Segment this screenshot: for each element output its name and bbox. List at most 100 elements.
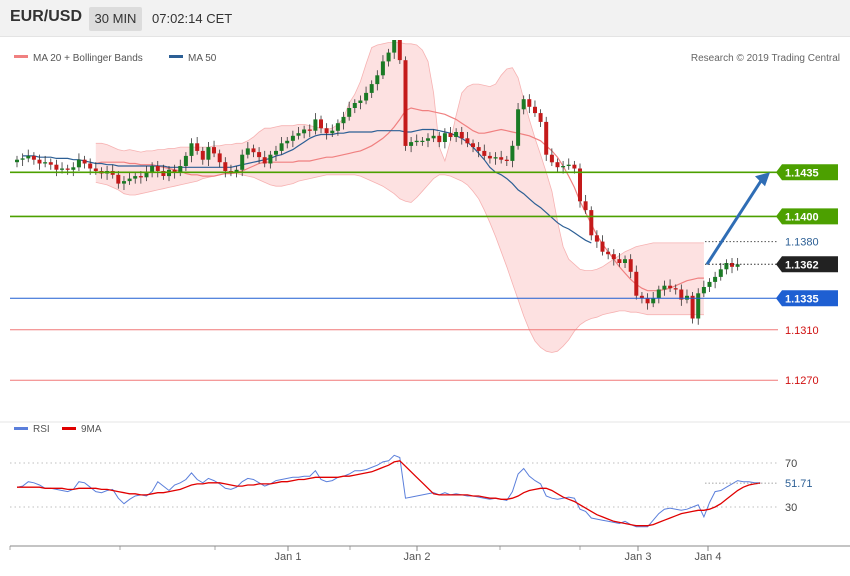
symbol-label[interactable]: EUR/USD (10, 8, 83, 25)
candle-body (617, 259, 622, 263)
candle-body (341, 116, 346, 124)
candle-body (43, 162, 48, 164)
candle-body (386, 52, 391, 62)
candle-body (335, 123, 340, 131)
candle-body (82, 159, 87, 164)
chart-header: EUR/USD 30 MIN 07:02:14 CET (0, 0, 850, 37)
candle-body (279, 143, 284, 151)
candle-body (138, 176, 143, 178)
candle-body (493, 157, 498, 159)
candle-body (533, 106, 537, 114)
time-tick-label: Jan 3 (625, 551, 652, 563)
candle-body (245, 148, 250, 155)
candle-body (499, 157, 504, 160)
candle-body (730, 263, 734, 267)
candle-body (651, 298, 656, 304)
candle-body (668, 285, 673, 289)
rsi-legend-label: RSI (33, 424, 50, 435)
candle-body (713, 276, 718, 282)
candle-body (161, 171, 166, 176)
candle-body (431, 135, 436, 139)
price-level-label: 1.1435 (785, 167, 819, 179)
candle-body (150, 166, 155, 173)
candle-body (696, 293, 701, 319)
candle-body (397, 40, 402, 61)
rsi-plot-area (10, 454, 778, 528)
timeframe-selector[interactable]: 30 MIN (89, 7, 142, 31)
main-plot-area (15, 40, 740, 353)
candle-body (690, 295, 695, 319)
ma9-legend-label: 9MA (81, 424, 102, 435)
candle-body (392, 40, 397, 53)
price-level-tag (776, 256, 838, 273)
candle-body (504, 159, 509, 161)
candle-body (572, 164, 577, 169)
candle-body (454, 132, 459, 137)
candle-body (307, 129, 312, 131)
candle-body (330, 130, 335, 134)
candle-body (527, 99, 532, 107)
candle-body (60, 168, 64, 170)
candle-body (31, 155, 36, 160)
candle-body (718, 269, 723, 277)
candle-body (375, 75, 380, 85)
candle-body (594, 235, 599, 242)
forecast-arrow-head (755, 172, 770, 187)
candle-body (521, 99, 526, 110)
candle-body (679, 289, 684, 300)
candle-body (606, 251, 611, 255)
candle-body (437, 135, 442, 143)
candle-body (465, 138, 470, 144)
candle-body (240, 154, 245, 170)
candle-body (420, 140, 425, 142)
time-tick-label: Jan 2 (404, 551, 431, 563)
overlay: 70 30 51.71 Jan 1 Jan 2 Jan 3 Jan 4 (9, 172, 813, 563)
candle-body (561, 166, 566, 168)
candle-body (538, 113, 543, 122)
bollinger-band (95, 42, 704, 353)
candle-body (369, 84, 374, 93)
candle-body (662, 285, 667, 290)
candle-body (409, 142, 414, 146)
candle-body (364, 92, 369, 101)
candle-body (645, 298, 650, 304)
candle-body (639, 295, 644, 299)
candle-body (549, 154, 554, 163)
ma50-legend-label: MA 50 (188, 53, 217, 64)
credit-label: Research © 2019 Trading Central (691, 53, 840, 64)
lower-band-line (95, 173, 704, 353)
rsi-ma9-line (17, 460, 761, 527)
candle-body (48, 162, 53, 165)
time-tick-label: Jan 1 (275, 551, 302, 563)
candle-body (701, 287, 706, 294)
candle-body (189, 143, 194, 156)
candle-body (302, 129, 307, 134)
candle-body (735, 264, 740, 267)
candle-body (71, 167, 76, 170)
candle-body (380, 61, 385, 76)
candle-body (195, 143, 200, 151)
candle-body (313, 119, 318, 131)
forecast-arrow-line (705, 178, 764, 266)
candle-body (127, 178, 132, 182)
candle-body (656, 289, 661, 299)
candle-body (634, 271, 639, 296)
ma50-legend-swatch (169, 55, 183, 58)
candle-body (122, 181, 126, 184)
candle-body (448, 133, 453, 137)
candle-body (200, 150, 205, 160)
candle-body (319, 119, 323, 129)
candle-body (600, 241, 605, 252)
candle-body (37, 159, 42, 164)
candle-body (223, 162, 228, 171)
clock-label: 07:02:14 CET (152, 11, 233, 26)
candle-body (15, 159, 19, 163)
price-level-label: 1.1335 (785, 293, 819, 305)
candle-body (285, 140, 290, 144)
ma20-legend-swatch (14, 55, 28, 58)
candle-body (352, 103, 357, 108)
candle-body (251, 148, 256, 153)
candle-body (206, 147, 211, 160)
candle-body (611, 254, 616, 260)
